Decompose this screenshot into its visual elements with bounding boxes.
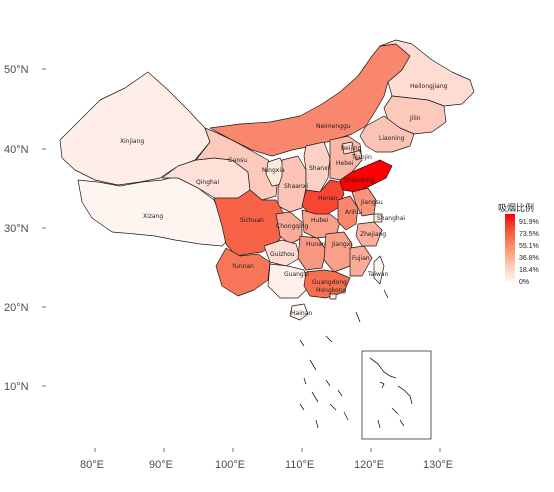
legend: 吸烟比例 91.9% 73.5% 55.1% 36.8% 18.4% 0% — [498, 202, 539, 286]
island-mark — [325, 379, 331, 387]
province-label: Jiangsu — [360, 199, 383, 206]
legend-label: 0% — [519, 279, 529, 286]
inset-frame — [361, 350, 432, 440]
y-tick-label: 10°N — [4, 381, 29, 393]
province-guangxi[interactable] — [267, 263, 311, 299]
x-tick-label: 120°E — [354, 459, 384, 471]
island-mark — [303, 377, 307, 385]
province-label: Hongkong — [316, 287, 347, 294]
province-label: Liaoning — [379, 135, 405, 142]
province-liaoning[interactable] — [359, 115, 415, 153]
province-label: Anhui — [345, 209, 363, 216]
province-label: Neimenggu — [316, 123, 351, 130]
province-label: Gansu — [228, 157, 247, 164]
province-label: Qinghai — [196, 179, 219, 186]
province-label: Fujian — [352, 255, 370, 262]
province-anhui[interactable] — [337, 195, 359, 231]
island-mark — [337, 389, 343, 397]
province-label: Xizang — [143, 213, 163, 220]
province-taiwan[interactable] — [373, 255, 385, 285]
legend-colorbar — [505, 214, 515, 282]
province-jiangxi[interactable] — [323, 231, 353, 273]
x-axis: 80°E 90°E 100°E 110°E 120°E 130°E — [80, 448, 453, 471]
y-tick-label: 50°N — [4, 64, 29, 76]
province-label: Shanxi — [309, 165, 330, 172]
province-label: Hebei — [336, 160, 354, 167]
province-label: Heilongjiang — [410, 83, 448, 90]
province-fujian[interactable] — [349, 245, 373, 277]
province-zhejiang[interactable] — [355, 221, 383, 247]
x-tick-label: 110°E — [285, 459, 314, 471]
province-label: Henan — [318, 195, 338, 202]
legend-label: 36.8% — [519, 255, 539, 262]
province-label: Jilin — [409, 115, 421, 122]
province-hubei[interactable] — [301, 209, 341, 239]
province-label: Guizhou — [270, 251, 295, 258]
province-label: Hainan — [291, 310, 312, 317]
provinces — [59, 39, 475, 321]
island-mark — [343, 411, 349, 421]
island-mark — [311, 391, 319, 403]
legend-label: 91.9% — [519, 219, 539, 226]
province-yunnan[interactable] — [215, 247, 271, 297]
island-mark — [309, 359, 317, 371]
island-mark — [299, 339, 305, 347]
inset-coastline — [399, 419, 405, 427]
x-tick-label: 130°E — [423, 459, 453, 471]
island-mark — [325, 335, 333, 343]
legend-label: 55.1% — [519, 243, 539, 250]
province-guangdong[interactable] — [303, 269, 351, 299]
legend-label: 18.4% — [519, 267, 539, 274]
island-mark — [329, 403, 337, 411]
y-tick-label: 30°N — [4, 223, 29, 235]
province-jilin[interactable] — [383, 95, 447, 135]
island-mark — [383, 289, 389, 299]
province-hunan[interactable] — [297, 235, 327, 271]
province-label: Taiwan — [367, 271, 389, 278]
province-label: Shaanxi — [284, 183, 308, 190]
province-hongkong[interactable] — [329, 293, 337, 300]
x-tick-label: 100°E — [215, 459, 245, 471]
province-label: Ningxia — [262, 167, 285, 174]
province-label: Tianjin — [351, 154, 372, 161]
y-tick-label: 40°N — [4, 144, 29, 156]
y-tick-label: 20°N — [4, 302, 29, 314]
province-label: Beijing — [341, 145, 362, 152]
inset-coastline — [391, 407, 399, 415]
province-label: Jiangxi — [331, 241, 352, 248]
province-label: Sichuan — [240, 217, 264, 224]
province-label: Guangxi — [284, 271, 309, 278]
province-shaanxi[interactable] — [277, 155, 307, 213]
province-label: Chongqing — [276, 223, 309, 230]
province-shandong[interactable] — [339, 159, 393, 193]
province-label: Shanghai — [377, 215, 405, 222]
province-xinjiang[interactable] — [59, 71, 211, 186]
province-tianjin[interactable] — [353, 149, 363, 161]
province-label: Shandong — [344, 177, 374, 184]
legend-title: 吸烟比例 — [498, 202, 534, 214]
inset-coastline — [379, 381, 385, 389]
y-axis: 50°N 40°N 30°N 20°N 10°N — [4, 64, 46, 393]
province-hainan[interactable] — [289, 303, 309, 321]
island-mark — [315, 419, 319, 429]
inset-coastline — [369, 357, 397, 379]
inset-map — [361, 350, 432, 440]
province-label: Guangdong — [312, 279, 347, 286]
x-tick-label: 80°E — [80, 459, 104, 471]
province-label: Zhejiang — [360, 231, 386, 238]
province-label: Yunnan — [231, 263, 254, 270]
province-label: Hunan — [306, 241, 326, 248]
province-label: Xinjiang — [120, 138, 144, 145]
inset-coastline — [377, 419, 381, 429]
x-tick-label: 90°E — [149, 459, 173, 471]
province-label: Hubei — [311, 217, 329, 224]
south-sea-islands — [299, 289, 389, 429]
island-mark — [299, 403, 305, 411]
legend-label: 73.5% — [519, 231, 539, 238]
island-mark — [355, 311, 361, 323]
province-shanghai[interactable] — [373, 213, 383, 223]
province-labels: Xinjiang Xizang Qinghai Gansu Neimenggu … — [120, 83, 448, 317]
inset-coastline — [397, 385, 413, 405]
